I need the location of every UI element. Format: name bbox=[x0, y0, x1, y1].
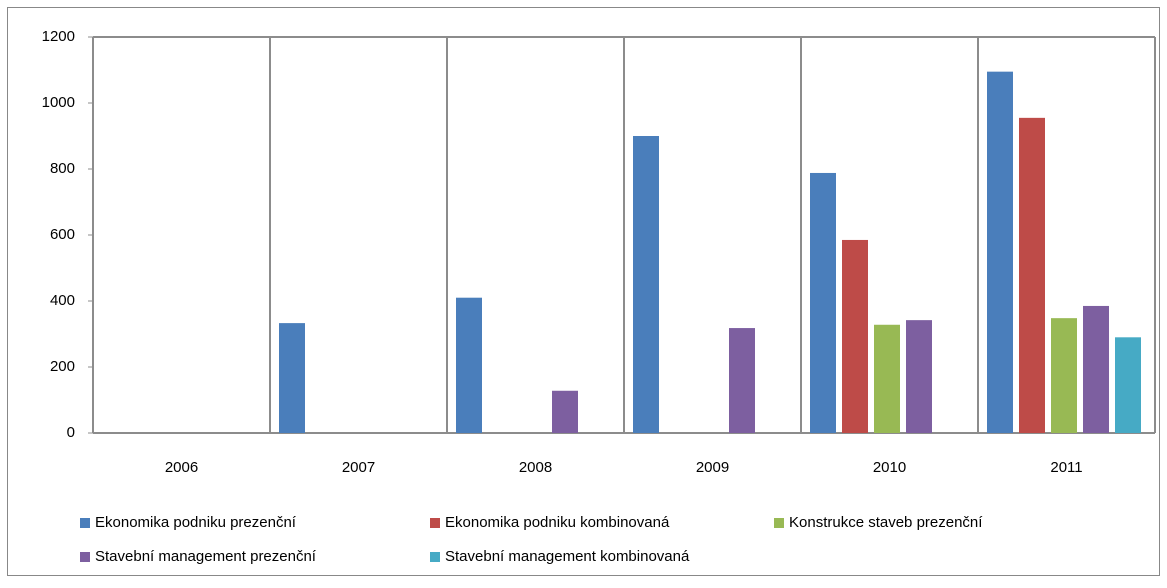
bar bbox=[1083, 305, 1109, 433]
bar bbox=[810, 172, 836, 433]
legend-swatch bbox=[80, 552, 90, 562]
chart-frame bbox=[7, 7, 1160, 576]
x-tick-label: 2011 bbox=[1050, 459, 1082, 476]
legend-label: Stavební management kombinovaná bbox=[445, 548, 690, 565]
legend-swatch bbox=[430, 552, 440, 562]
bar bbox=[1051, 318, 1077, 433]
y-tick-label: 0 bbox=[67, 424, 75, 441]
y-tick-label: 1200 bbox=[42, 28, 75, 45]
bar bbox=[874, 324, 900, 433]
bar bbox=[552, 390, 578, 433]
legend-label: Konstrukce staveb prezenční bbox=[789, 514, 983, 531]
bar bbox=[456, 297, 482, 433]
legend-label: Ekonomika podniku prezenční bbox=[95, 514, 297, 531]
x-tick-label: 2007 bbox=[342, 459, 375, 476]
legend-label: Stavební management prezenční bbox=[95, 548, 317, 565]
bar bbox=[906, 320, 932, 433]
x-tick-label: 2006 bbox=[165, 459, 198, 476]
bar bbox=[633, 136, 659, 433]
x-tick-label: 2008 bbox=[519, 459, 552, 476]
y-tick-label: 1000 bbox=[42, 94, 75, 111]
bar bbox=[987, 71, 1013, 434]
legend-label: Ekonomika podniku kombinovaná bbox=[445, 514, 670, 531]
y-tick-label: 400 bbox=[50, 292, 75, 309]
y-tick-label: 600 bbox=[50, 226, 75, 243]
x-tick-label: 2010 bbox=[873, 459, 906, 476]
bar bbox=[1019, 117, 1045, 433]
bar bbox=[729, 328, 755, 433]
bar bbox=[842, 239, 868, 433]
legend-swatch bbox=[774, 518, 784, 528]
bar bbox=[1115, 337, 1141, 433]
legend-swatch bbox=[430, 518, 440, 528]
legend-swatch bbox=[80, 518, 90, 528]
y-tick-label: 800 bbox=[50, 160, 75, 177]
x-tick-label: 2009 bbox=[696, 459, 729, 476]
y-tick-label: 200 bbox=[50, 358, 75, 375]
bar bbox=[279, 323, 305, 433]
